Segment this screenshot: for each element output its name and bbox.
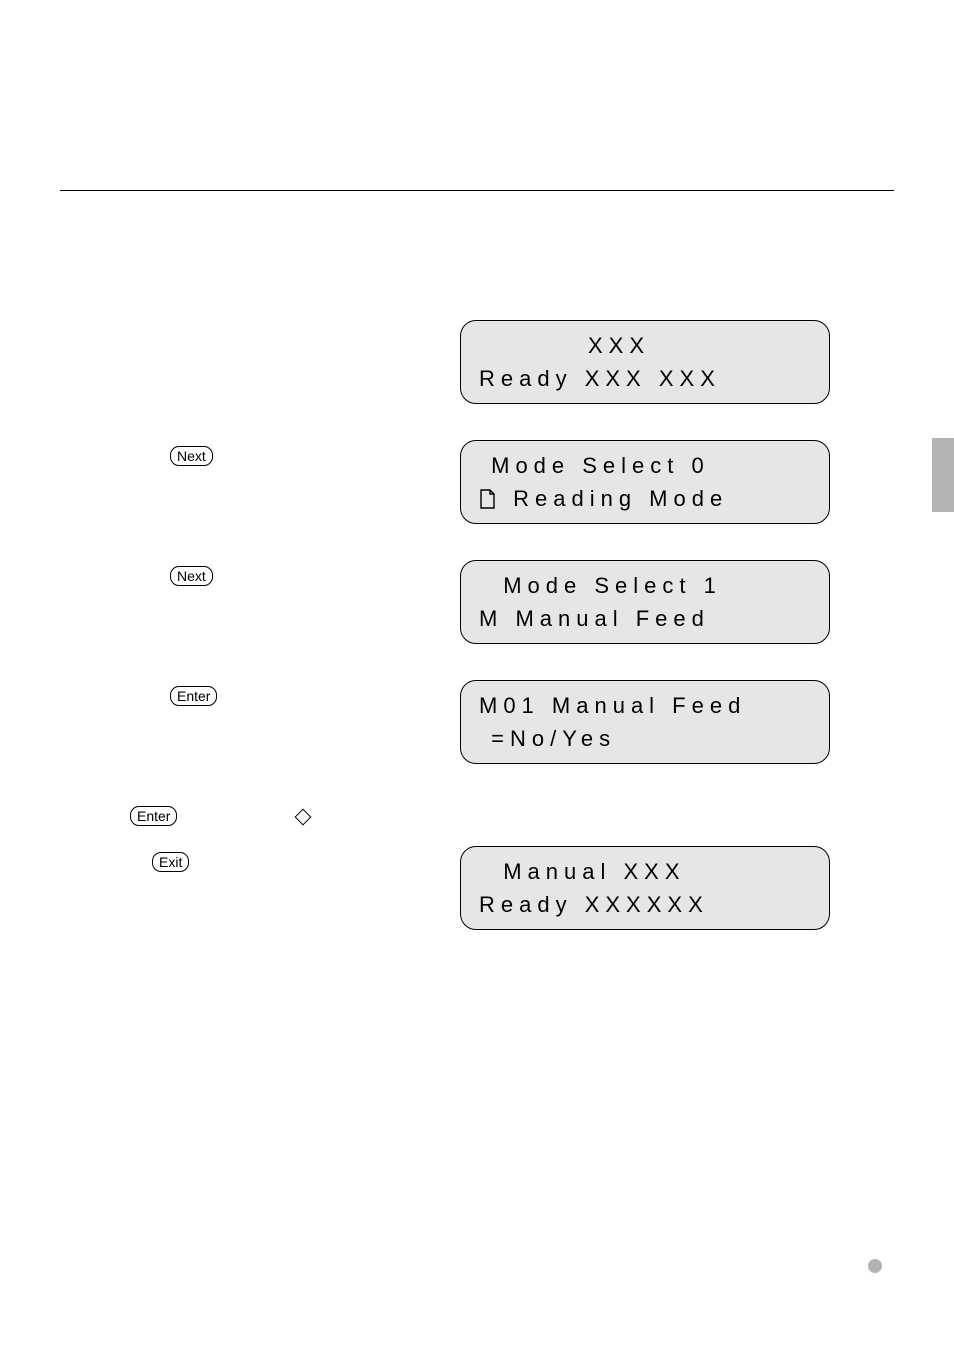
lcd-panel-4: M01 Manual Feed =No/Yes [460, 680, 830, 764]
enter-button[interactable]: Enter [170, 686, 217, 706]
step-row-1: XXX Ready XXX XXX [60, 320, 894, 404]
lcd-text-line2: Reading Mode [501, 486, 728, 511]
diamond-icon [295, 809, 312, 826]
left-controls-3: Next [60, 560, 460, 586]
lcd-panel-1: XXX Ready XXX XXX [460, 320, 830, 404]
lcd-panel-5: Manual XXX Ready XXXXXX [460, 846, 830, 930]
lcd-text: M Manual Feed [479, 602, 811, 635]
side-tab [932, 438, 954, 512]
step-row-2: Next Mode Select 0 Reading Mode [60, 440, 894, 524]
lcd-text: XXX [479, 329, 811, 362]
step-row-3: Next Mode Select 1 M Manual Feed [60, 560, 894, 644]
footer-dot-icon [868, 1259, 882, 1273]
content-area: XXX Ready XXX XXX Next Mode Select 0 Rea… [60, 320, 894, 966]
lcd-text: Mode Select 1 [479, 569, 811, 602]
page-root: XXX Ready XXX XXX Next Mode Select 0 Rea… [0, 0, 954, 1351]
header-divider [60, 190, 894, 191]
step-row-5: Enter [60, 800, 894, 826]
page-icon [479, 485, 495, 505]
lcd-text: Ready XXX XXX [479, 362, 811, 395]
lcd-text: Ready XXXXXX [479, 888, 811, 921]
exit-button[interactable]: Exit [152, 852, 189, 872]
left-controls-2: Next [60, 440, 460, 466]
lcd-text: M01 Manual Feed [479, 689, 811, 722]
enter-button[interactable]: Enter [130, 806, 177, 826]
lcd-text: =No/Yes [479, 722, 811, 755]
left-controls-1 [60, 320, 460, 326]
lcd-text: Mode Select 0 [479, 449, 811, 482]
lcd-panel-3: Mode Select 1 M Manual Feed [460, 560, 830, 644]
left-controls-5: Enter [60, 800, 460, 826]
next-button[interactable]: Next [170, 446, 213, 466]
left-controls-4: Enter [60, 680, 460, 706]
lcd-panel-2: Mode Select 0 Reading Mode [460, 440, 830, 524]
next-button[interactable]: Next [170, 566, 213, 586]
step-row-6: Exit Manual XXX Ready XXXXXX [60, 846, 894, 930]
lcd-text: Manual XXX [479, 855, 811, 888]
left-controls-6: Exit [60, 846, 460, 872]
step-row-4: Enter M01 Manual Feed =No/Yes [60, 680, 894, 764]
lcd-text: Reading Mode [479, 482, 811, 515]
